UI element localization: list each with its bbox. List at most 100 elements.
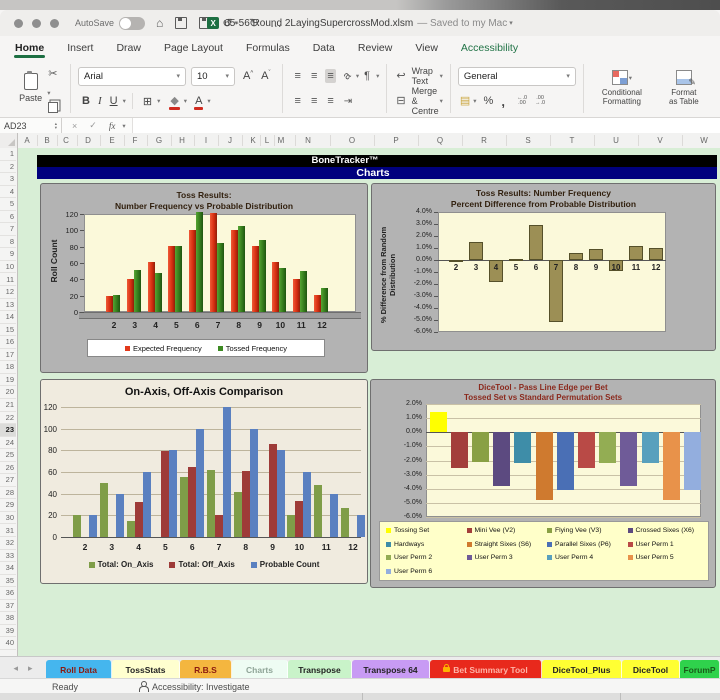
undo-chevron-icon[interactable]: ▾ [234, 20, 238, 27]
column-header-W[interactable]: W [700, 136, 708, 145]
column-header-B[interactable]: B [44, 136, 50, 145]
column-header-I[interactable]: I [204, 136, 208, 145]
wrap-text-button[interactable]: ↩ Wrap Text ▾ [394, 64, 443, 88]
confirm-icon[interactable]: ✓ [89, 120, 97, 130]
row-headers[interactable]: 1 2 3 4 5 6 7 8 9 10 11 12 13 14 15 16 17 18 19 20 21 22 23 24 2… [0, 148, 18, 656]
zoom-window-button[interactable] [50, 18, 59, 28]
row-header-10[interactable]: 10 [0, 261, 16, 274]
more-toolbar-icon[interactable]: … [269, 16, 282, 30]
column-header-V[interactable]: V [657, 136, 663, 145]
sheet-tab-dicetool[interactable]: DiceTool [622, 660, 680, 679]
decrease-font-icon[interactable]: Aˇ [261, 70, 271, 82]
row-header-34[interactable]: 34 [0, 562, 16, 575]
accounting-format-icon[interactable]: ▤ [459, 94, 471, 107]
row-header-24[interactable]: 24 [0, 437, 16, 450]
saved-status-chevron-icon[interactable]: ▾ [509, 20, 513, 27]
chart-toss-frequency[interactable]: Toss Results: Number Frequency vs Probab… [40, 183, 368, 373]
column-header-T[interactable]: T [569, 136, 575, 145]
row-header-26[interactable]: 26 [0, 462, 16, 475]
paste-button[interactable]: Paste [15, 64, 46, 112]
column-header-Q[interactable]: Q [436, 136, 444, 145]
column-header-A[interactable]: A [24, 136, 30, 145]
minimize-window-button[interactable] [32, 18, 41, 28]
name-box[interactable]: AD23 ▴ ▾ [0, 118, 62, 133]
column-header-R[interactable]: R [481, 136, 487, 145]
decrease-decimal-icon[interactable]: .00 →.0 [535, 95, 546, 106]
sheet-tab-roll-data[interactable]: Roll Data [46, 660, 112, 679]
formula-input[interactable] [131, 118, 720, 133]
column-header-O[interactable]: O [348, 136, 356, 145]
save-as-icon[interactable]: ✎ [199, 17, 214, 31]
close-window-button[interactable] [14, 18, 23, 28]
bold-button[interactable]: B [82, 95, 90, 107]
chart-dicetool-edge[interactable]: DiceTool - Pass Line Edge per Bet Tossed… [370, 379, 716, 588]
font-color-chevron-icon[interactable]: ▾ [207, 98, 211, 105]
sheet-tab-tossstats[interactable]: TossStats [112, 660, 180, 679]
cut-icon[interactable]: ✂ [48, 68, 58, 80]
row-header-3[interactable]: 3 [0, 173, 16, 186]
saved-status[interactable]: — Saved to my Mac [417, 17, 508, 29]
row-header-1[interactable]: 1 [0, 148, 16, 161]
align-middle-icon[interactable]: ≡ [310, 70, 318, 82]
row-header-35[interactable]: 35 [0, 575, 16, 588]
accounting-chevron-icon[interactable]: ▾ [473, 98, 477, 105]
ribbon-tab-draw[interactable]: Draw [116, 42, 141, 54]
borders-chevron-icon[interactable]: ▾ [157, 98, 161, 105]
row-header-17[interactable]: 17 [0, 349, 16, 362]
sheet-tab-dicetool-plus[interactable]: DiceTool_Plus [542, 660, 622, 679]
row-header-13[interactable]: 13 [0, 299, 16, 312]
ribbon-tab-view[interactable]: View [415, 42, 438, 54]
row-header-4[interactable]: 4 [0, 186, 16, 199]
row-header-22[interactable]: 22 [0, 412, 16, 425]
sheet-tab-transpose-64[interactable]: Transpose 64 [352, 660, 430, 679]
increase-font-icon[interactable]: A^ [243, 70, 254, 82]
column-header-J[interactable]: J [228, 136, 232, 145]
row-header-21[interactable]: 21 [0, 399, 16, 412]
row-header-32[interactable]: 32 [0, 537, 16, 550]
column-header-U[interactable]: U [613, 136, 619, 145]
copy-icon[interactable] [48, 102, 59, 113]
sheet-tab-r-b-s[interactable]: R.B.S [180, 660, 232, 679]
text-direction-icon[interactable]: ¶ [364, 70, 371, 82]
font-color-icon[interactable]: A [194, 94, 204, 110]
column-header-D[interactable]: D [85, 136, 91, 145]
column-header-E[interactable]: E [109, 136, 115, 145]
align-bottom-icon[interactable]: ≡ [325, 69, 336, 83]
save-icon[interactable] [175, 17, 188, 29]
row-header-5[interactable]: 5 [0, 198, 16, 211]
redo-icon[interactable]: ↻ [248, 16, 259, 30]
row-header-20[interactable]: 20 [0, 386, 16, 399]
column-header-C[interactable]: C [63, 136, 69, 145]
column-header-L[interactable]: L [264, 136, 270, 145]
percent-style-icon[interactable]: % [483, 95, 494, 107]
chart-on-off-axis[interactable]: On-Axis, Off-Axis Comparison Total: On_A… [40, 379, 368, 584]
column-header-H[interactable]: H [179, 136, 185, 145]
row-header-29[interactable]: 29 [0, 499, 16, 512]
underline-button[interactable]: U [109, 95, 118, 107]
row-header-9[interactable]: 9 [0, 248, 16, 261]
sheet-tab-forump[interactable]: ForumP [680, 660, 720, 679]
undo-icon[interactable]: ↺ [222, 16, 233, 30]
fill-color-chevron-icon[interactable]: ▾ [183, 98, 188, 105]
font-name-select[interactable]: Arial ▾ [78, 66, 186, 86]
sheet-tab-bet-summary-tool[interactable]: Bet Summary Tool [430, 660, 542, 679]
align-center-icon[interactable]: ≡ [310, 95, 318, 107]
ribbon-tab-home[interactable]: Home [14, 38, 46, 58]
row-header-2[interactable]: 2 [0, 161, 16, 174]
column-header-K[interactable]: K [250, 136, 256, 145]
row-header-30[interactable]: 30 [0, 512, 16, 525]
row-header-23[interactable]: 23 [0, 424, 16, 437]
cut-chevron-icon[interactable]: ▾ [47, 90, 51, 97]
row-header-19[interactable]: 19 [0, 374, 16, 387]
ribbon-tab-insert[interactable]: Insert [67, 42, 94, 54]
align-right-icon[interactable]: ≡ [327, 95, 334, 107]
underline-chevron-icon[interactable]: ▾ [122, 98, 126, 105]
comma-style-icon[interactable]: , [501, 93, 505, 109]
row-header-28[interactable]: 28 [0, 487, 16, 500]
autosave-toggle[interactable] [119, 16, 146, 30]
column-header-M[interactable]: M [277, 136, 285, 145]
number-format-select[interactable]: General ▾ [457, 66, 576, 86]
ribbon-tab-formulas[interactable]: Formulas [245, 42, 290, 54]
column-header-P[interactable]: P [393, 136, 399, 145]
